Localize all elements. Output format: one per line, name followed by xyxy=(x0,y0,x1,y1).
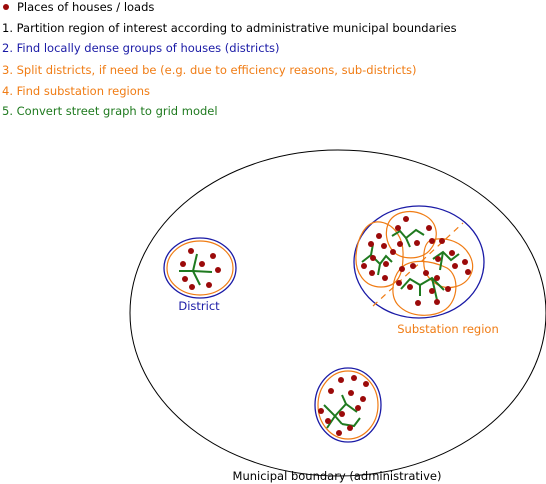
street-segment xyxy=(431,277,438,301)
legend-step-3: 3. Split districts, if need be (e.g. due… xyxy=(2,63,417,77)
sub-district-boundary xyxy=(385,211,437,259)
street-segment xyxy=(432,250,460,262)
house xyxy=(360,396,366,402)
house xyxy=(383,261,389,267)
legend-step-1: 1. Partition region of interest accordin… xyxy=(2,21,457,35)
house xyxy=(434,299,440,305)
house xyxy=(325,418,331,424)
house xyxy=(188,248,194,254)
street-segment xyxy=(377,263,381,276)
substation-region-label: Substation region xyxy=(397,322,499,336)
house xyxy=(423,270,429,276)
house xyxy=(445,286,451,292)
house xyxy=(210,253,216,259)
house xyxy=(376,233,382,239)
district-label: District xyxy=(178,299,220,313)
legend-loads: Places of houses / loads xyxy=(2,0,154,14)
municipal-boundary xyxy=(129,149,546,477)
legend-step-5: 5. Convert street graph to grid model xyxy=(2,104,218,118)
house xyxy=(189,284,195,290)
district-left xyxy=(163,237,237,299)
street-segment xyxy=(192,270,213,273)
municipal-boundary-label: Municipal boundary (administrative) xyxy=(233,469,442,483)
legend-step-2: 2. Find locally dense groups of houses (… xyxy=(2,41,280,55)
street-segment xyxy=(334,402,358,417)
house xyxy=(370,255,376,261)
house xyxy=(390,249,396,255)
house xyxy=(199,261,205,267)
house-dot-icon xyxy=(3,4,9,10)
houses xyxy=(180,248,221,290)
district-right xyxy=(353,205,485,319)
houses xyxy=(361,216,471,306)
house xyxy=(410,263,416,269)
house xyxy=(355,405,361,411)
street-segment xyxy=(341,417,361,428)
house xyxy=(435,256,441,262)
house xyxy=(414,240,420,246)
house xyxy=(368,241,374,247)
legend-step-4: 4. Find substation regions xyxy=(2,84,151,98)
house xyxy=(382,275,388,281)
street-graph xyxy=(323,394,361,429)
house xyxy=(415,300,421,306)
house xyxy=(397,241,403,247)
street-segment xyxy=(405,237,411,248)
house xyxy=(381,243,387,249)
house xyxy=(429,288,435,294)
house xyxy=(395,225,401,231)
street-segment xyxy=(179,270,201,286)
house xyxy=(399,266,405,272)
street-segment xyxy=(326,415,336,429)
house xyxy=(363,381,369,387)
house xyxy=(348,390,354,396)
houses xyxy=(318,375,369,436)
district-boundary xyxy=(163,237,237,299)
house xyxy=(396,280,402,286)
street-graph xyxy=(361,228,460,301)
house xyxy=(465,269,471,275)
house xyxy=(439,238,445,244)
house xyxy=(347,425,353,431)
house xyxy=(449,250,455,256)
district-boundary xyxy=(353,205,485,319)
street-segment xyxy=(192,253,198,272)
sub-district-boundary xyxy=(392,260,457,316)
house xyxy=(452,263,458,269)
legend-loads-label: Places of houses / loads xyxy=(17,0,155,14)
house xyxy=(182,276,188,282)
house xyxy=(351,375,357,381)
house xyxy=(434,275,440,281)
split-line xyxy=(372,222,464,307)
house xyxy=(328,388,334,394)
house xyxy=(215,267,221,273)
house xyxy=(361,263,367,269)
house xyxy=(403,216,409,222)
house xyxy=(426,225,432,231)
district-bottom xyxy=(314,367,382,443)
house xyxy=(369,270,375,276)
street-segment xyxy=(400,277,421,296)
house xyxy=(336,430,342,436)
street-segment xyxy=(341,394,347,405)
house xyxy=(429,238,435,244)
sub-district-boundary xyxy=(423,238,474,289)
house xyxy=(180,261,186,267)
district-boundary xyxy=(314,367,382,443)
street-segment xyxy=(439,251,444,271)
street-segment xyxy=(391,228,425,240)
house xyxy=(338,377,344,383)
house xyxy=(339,411,345,417)
sub-district-boundary xyxy=(317,370,379,440)
house xyxy=(407,284,413,290)
house xyxy=(462,259,468,265)
house xyxy=(318,408,324,414)
sub-district-boundary xyxy=(166,240,234,296)
house xyxy=(206,282,212,288)
